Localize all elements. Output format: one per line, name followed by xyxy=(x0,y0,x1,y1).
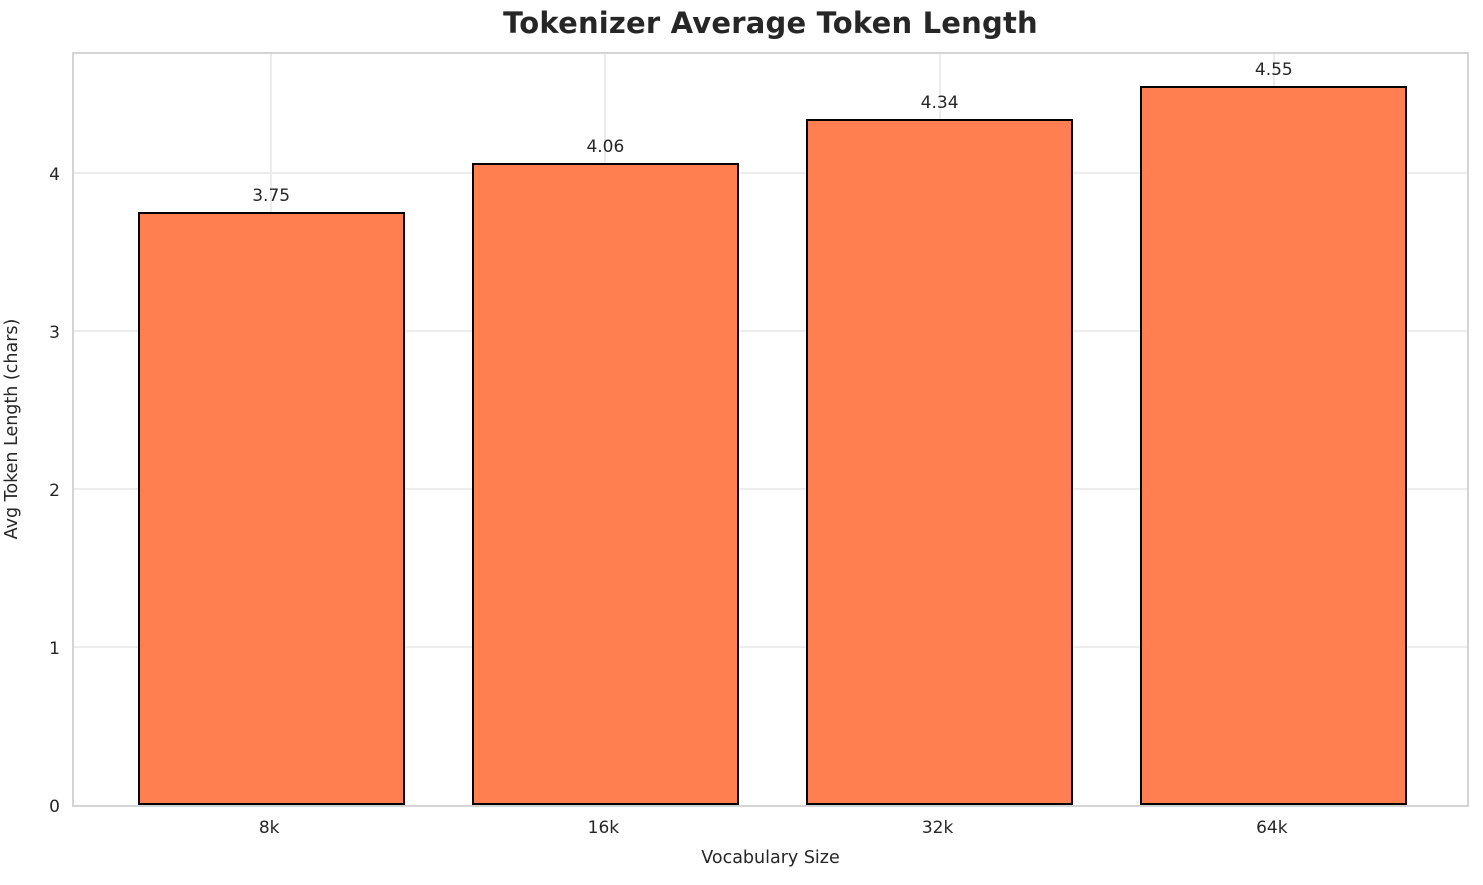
gridline-y-2 xyxy=(74,487,1467,490)
gridline-y-1 xyxy=(74,645,1467,648)
chart-title: Tokenizer Average Token Length xyxy=(503,6,1038,40)
x-axis-label: Vocabulary Size xyxy=(701,848,840,868)
y-tick-label: 1 xyxy=(49,638,60,659)
y-tick-label: 3 xyxy=(49,322,60,343)
x-tick-label-16k: 16k xyxy=(587,818,620,838)
x-tick-label-32k: 32k xyxy=(921,818,954,838)
gridline-y-3 xyxy=(74,329,1467,332)
bar-8k xyxy=(137,212,405,805)
y-tick-label: 4 xyxy=(49,164,60,185)
bar-value-label-16k: 4.06 xyxy=(586,137,625,158)
gridline-y-4 xyxy=(74,171,1467,174)
bar-64k xyxy=(1140,85,1408,805)
bar-value-label-64k: 4.55 xyxy=(1254,59,1293,80)
bar-value-label-8k: 3.75 xyxy=(252,186,291,207)
x-tick-label-8k: 8k xyxy=(258,818,280,838)
y-tick-label: 0 xyxy=(49,797,60,817)
x-tick-label-64k: 64k xyxy=(1256,818,1288,838)
bar-16k xyxy=(471,163,740,805)
bar-32k xyxy=(805,119,1074,805)
bar-value-label-32k: 4.34 xyxy=(920,93,959,114)
y-axis-label: Avg Token Length (chars) xyxy=(2,318,22,540)
y-tick-label: 2 xyxy=(49,480,60,501)
plot-area: 3.75 4.06 4.34 4.55 xyxy=(72,52,1469,807)
